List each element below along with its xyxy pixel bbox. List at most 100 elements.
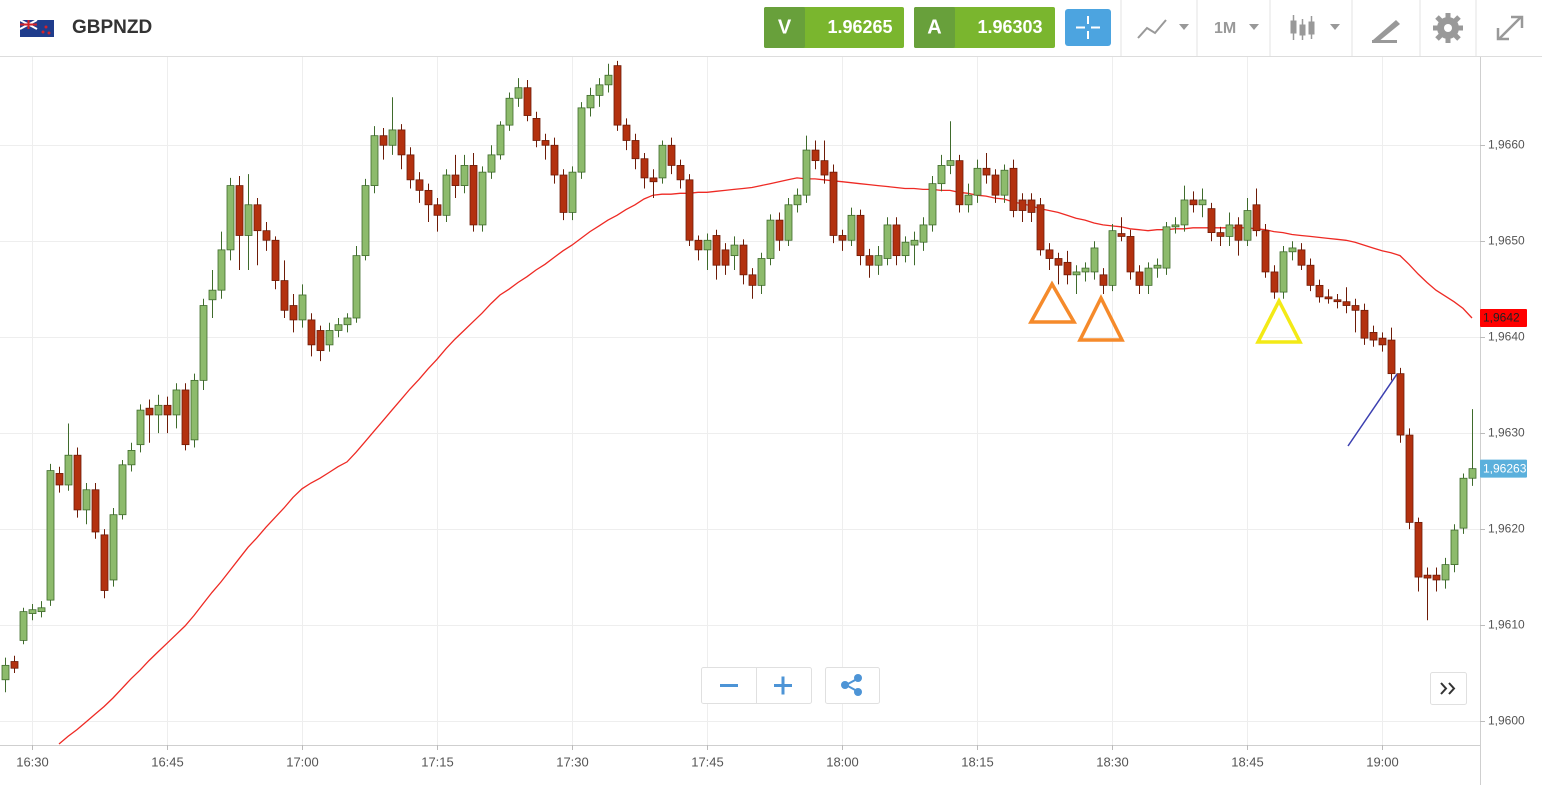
candle-body bbox=[1405, 434, 1414, 523]
zoom-in[interactable] bbox=[774, 676, 792, 695]
candle-body bbox=[100, 534, 109, 591]
candle-body bbox=[685, 179, 694, 241]
candle-body bbox=[667, 144, 676, 166]
candle-body bbox=[568, 171, 577, 213]
candle-body bbox=[460, 165, 469, 186]
bid-price: 1.96265 bbox=[827, 17, 892, 37]
candle-body bbox=[730, 244, 739, 257]
candle-body bbox=[334, 324, 343, 331]
candle-body bbox=[235, 185, 244, 236]
candle-body bbox=[883, 224, 892, 259]
candle-body bbox=[487, 154, 496, 173]
crosshair-button[interactable] bbox=[1065, 9, 1111, 46]
candle-body bbox=[118, 464, 127, 516]
indicator-button[interactable] bbox=[1137, 19, 1189, 39]
candle-body bbox=[1072, 271, 1081, 276]
candle-body bbox=[1225, 224, 1234, 237]
price-tag-label: 1,96263 bbox=[1483, 461, 1527, 475]
candle-body bbox=[649, 177, 658, 183]
x-tick-label: 17:15 bbox=[421, 754, 454, 769]
candle-body bbox=[37, 607, 46, 613]
candle-body bbox=[1, 664, 10, 681]
candle-body bbox=[1099, 274, 1108, 286]
candle-body bbox=[1261, 230, 1270, 273]
candle-body bbox=[748, 274, 757, 286]
candle-body bbox=[1468, 468, 1477, 479]
candle-body bbox=[874, 255, 883, 266]
candle-body bbox=[424, 189, 433, 206]
candle-body bbox=[766, 219, 775, 259]
y-tick-label: 1,9610 bbox=[1488, 618, 1525, 632]
candle-body bbox=[1234, 224, 1243, 241]
candle-body bbox=[1279, 251, 1288, 293]
candle-body bbox=[199, 305, 208, 381]
candle-body bbox=[64, 454, 73, 486]
triangle-marker bbox=[1077, 294, 1125, 342]
candle-body bbox=[577, 107, 586, 173]
settings-button[interactable] bbox=[1433, 13, 1463, 43]
x-tick-label: 17:00 bbox=[286, 754, 319, 769]
candle-body bbox=[784, 204, 793, 241]
plot-area bbox=[0, 57, 1480, 745]
candle-body bbox=[586, 94, 595, 109]
candle-body bbox=[1180, 199, 1189, 226]
y-tick-label: 1,9620 bbox=[1488, 522, 1525, 536]
candle-body bbox=[829, 171, 838, 236]
annotations bbox=[1028, 280, 1398, 447]
chart-type-button[interactable] bbox=[1290, 15, 1340, 40]
scroll-right-button[interactable] bbox=[1430, 672, 1467, 705]
candle-body bbox=[46, 470, 55, 601]
candle-body bbox=[343, 317, 352, 326]
candle-body bbox=[1018, 199, 1027, 211]
candle-body bbox=[370, 135, 379, 186]
candle-body bbox=[181, 389, 190, 446]
candle-body bbox=[1360, 309, 1369, 339]
candle-body bbox=[91, 489, 100, 533]
candle-body bbox=[1126, 236, 1135, 273]
candle-body bbox=[1270, 271, 1279, 293]
candle-body bbox=[1027, 199, 1036, 213]
candle-body bbox=[28, 609, 37, 614]
candle-body bbox=[10, 661, 19, 669]
candle-body bbox=[1063, 261, 1072, 276]
candle-body bbox=[154, 404, 163, 416]
candle-body bbox=[271, 239, 280, 281]
candle-body bbox=[208, 289, 217, 301]
candle-body bbox=[469, 165, 478, 226]
draw-button[interactable] bbox=[1372, 20, 1400, 43]
candle-body bbox=[1324, 296, 1333, 300]
candle-body bbox=[1036, 204, 1045, 251]
candle-body bbox=[388, 129, 397, 146]
candle-body bbox=[289, 305, 298, 321]
candle-body bbox=[478, 171, 487, 226]
candle-body bbox=[82, 489, 91, 511]
x-tick-label: 18:15 bbox=[961, 754, 994, 769]
candle-body bbox=[1144, 267, 1153, 286]
candle-body bbox=[1171, 224, 1180, 228]
timeframe-button[interactable]: 1M bbox=[1214, 20, 1259, 37]
ask-button[interactable]: A 1.96303 bbox=[914, 7, 1055, 48]
fullscreen-button[interactable] bbox=[1496, 15, 1524, 41]
candle-body bbox=[298, 294, 307, 321]
candle-body bbox=[163, 404, 172, 416]
candle-body bbox=[964, 194, 973, 206]
triangle-marker bbox=[1255, 297, 1303, 344]
candle-body bbox=[1333, 299, 1342, 303]
share-button[interactable] bbox=[825, 667, 880, 704]
candle-body bbox=[559, 174, 568, 213]
candle-body bbox=[838, 235, 847, 241]
candle-body bbox=[820, 160, 829, 176]
zoom-controls[interactable] bbox=[701, 667, 812, 704]
candle-body bbox=[595, 84, 604, 96]
candle-body bbox=[379, 135, 388, 146]
candle-body bbox=[694, 239, 703, 251]
bid-button[interactable]: V 1.96265 bbox=[764, 7, 904, 48]
candle-body bbox=[1252, 204, 1261, 232]
candle-body bbox=[505, 97, 514, 126]
candle-body bbox=[1306, 264, 1315, 286]
x-tick-label: 18:00 bbox=[826, 754, 859, 769]
candle-body bbox=[937, 165, 946, 185]
candle-body bbox=[433, 204, 442, 216]
candle-body bbox=[136, 409, 145, 446]
candle-body bbox=[1414, 521, 1423, 578]
